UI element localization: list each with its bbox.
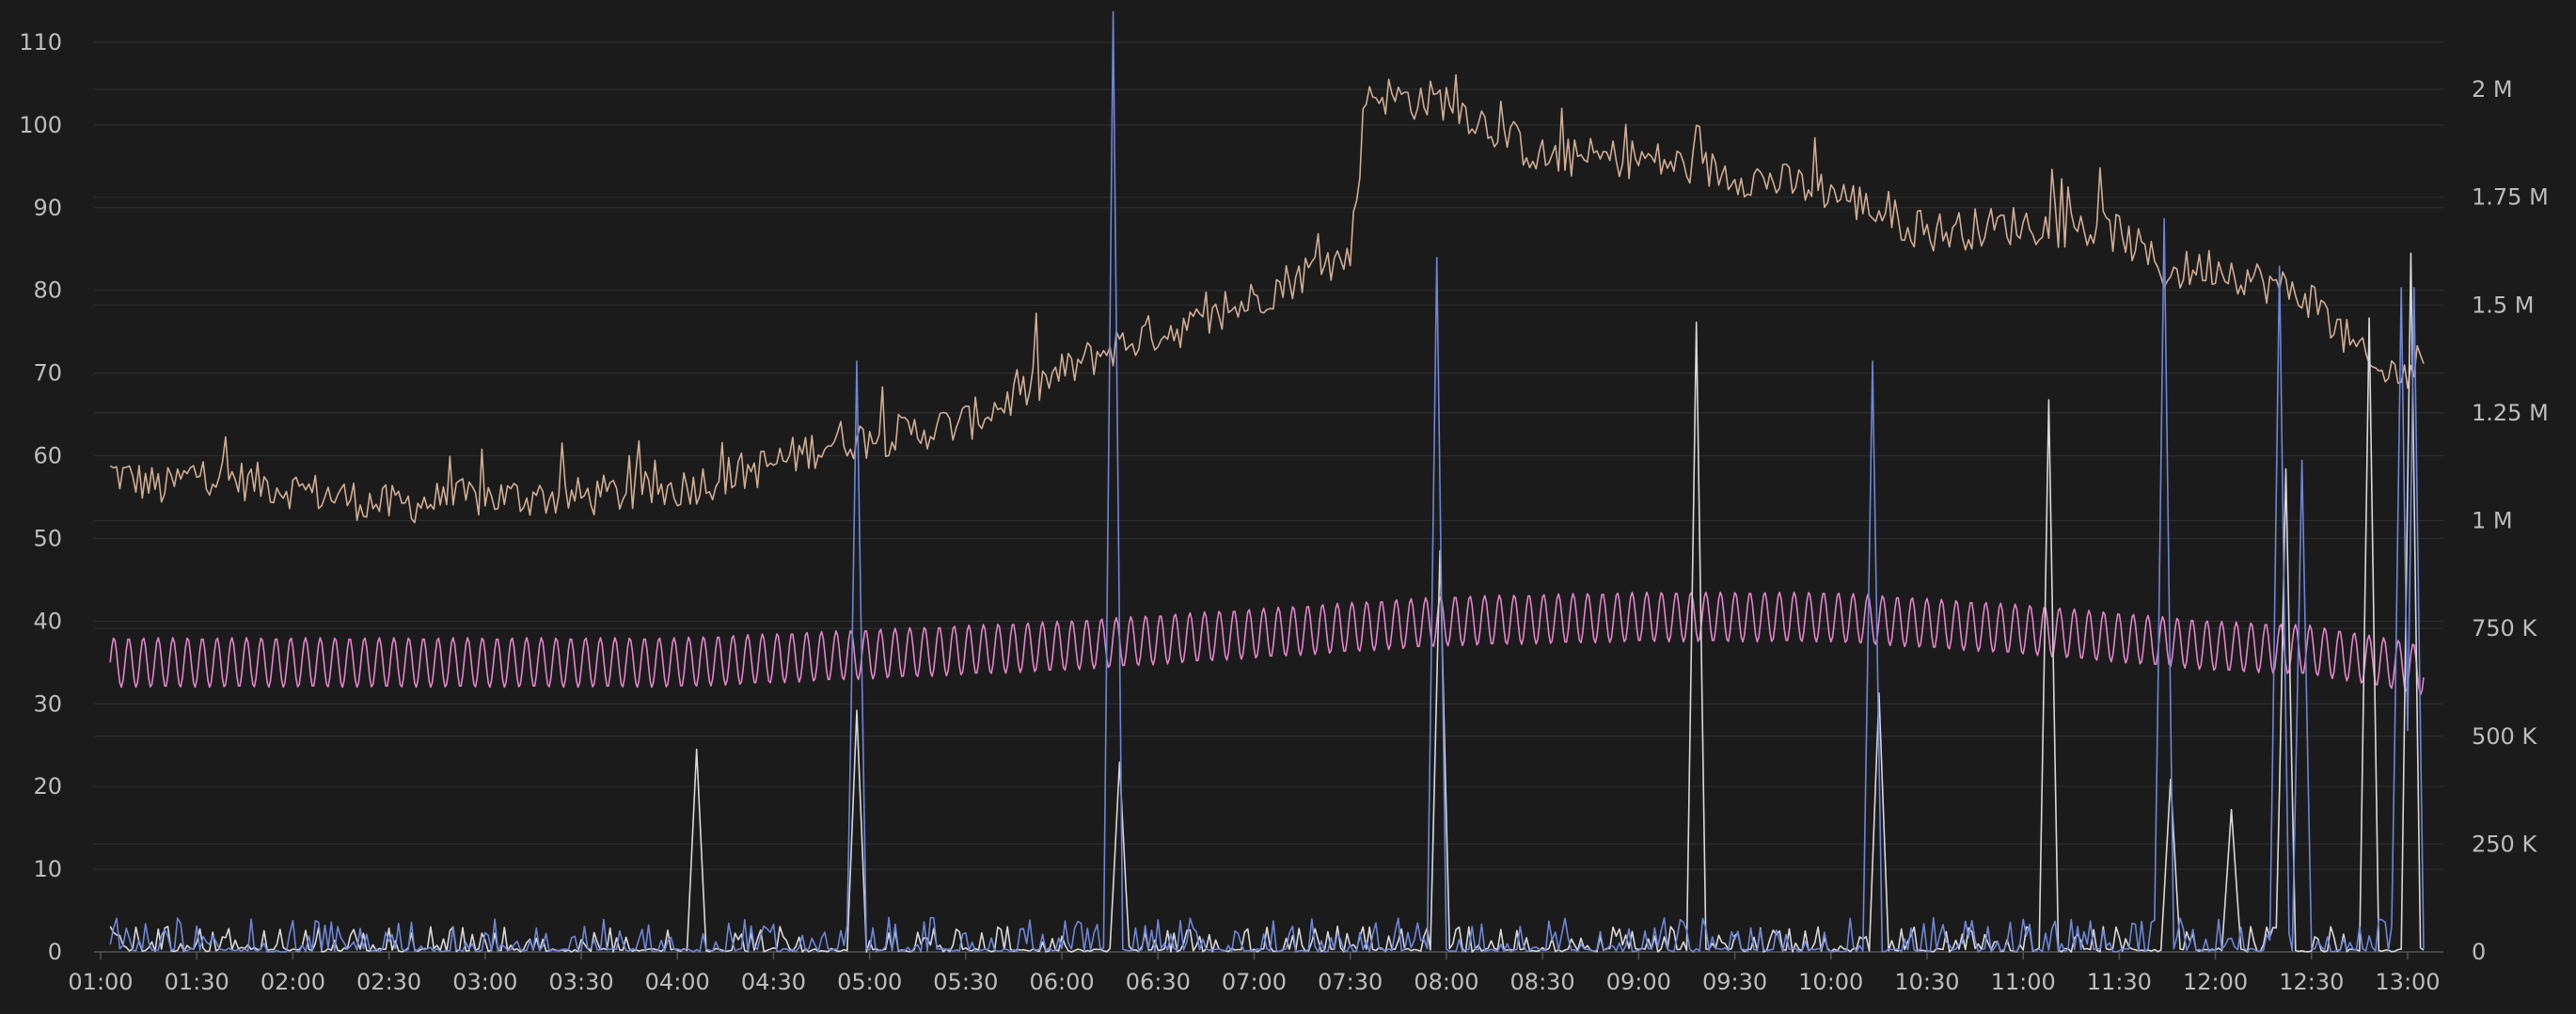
series-line-1 [109, 591, 2425, 696]
x-tick-label: 10:30 [1894, 969, 1959, 995]
x-tick-label: 12:00 [2183, 969, 2248, 995]
x-tick-label: 02:30 [356, 969, 421, 995]
x-tick-label: 03:00 [452, 969, 517, 995]
x-tick-label: 01:30 [165, 969, 229, 995]
x-tick-label: 13:00 [2375, 969, 2440, 995]
x-tick-label: 05:30 [933, 969, 998, 995]
y-left-tick-label: 110 [19, 29, 62, 55]
series-line-2 [109, 252, 2425, 953]
y-left-tick-label: 100 [19, 112, 62, 138]
x-tick-label: 03:30 [548, 969, 613, 995]
y-left-tick-label: 70 [33, 360, 62, 387]
x-tick-label: 12:30 [2279, 969, 2344, 995]
y-left-tick-label: 80 [33, 277, 62, 304]
y-left-tick-label: 50 [33, 525, 62, 551]
x-tick-label: 08:30 [1510, 969, 1575, 995]
grid [94, 41, 2443, 870]
y-right-tick-label: 500 K [2472, 723, 2537, 750]
y-left-tick-label: 60 [33, 443, 62, 469]
y-right-tick-label: 0 [2472, 939, 2486, 965]
y-left-tick-label: 90 [33, 195, 62, 221]
y-right-tick-label: 750 K [2472, 615, 2537, 642]
y-left-tick-label: 30 [33, 690, 62, 717]
y-left-tick-label: 20 [33, 773, 62, 800]
x-tick-label: 06:30 [1126, 969, 1191, 995]
series-line-3 [109, 10, 2425, 953]
x-tick-label: 07:30 [1318, 969, 1383, 995]
y-right-tick-label: 1.5 M [2472, 292, 2535, 318]
x-tick-label: 11:00 [1991, 969, 2056, 995]
x-tick-label: 07:00 [1222, 969, 1287, 995]
x-tick-label: 04:30 [741, 969, 806, 995]
x-tick-label: 09:30 [1702, 969, 1767, 995]
x-tick-label: 01:00 [68, 969, 133, 995]
y-right-tick-label: 1.75 M [2472, 184, 2549, 211]
x-tick-label: 06:00 [1029, 969, 1094, 995]
series-line-0 [109, 73, 2425, 524]
x-tick-label: 02:00 [261, 969, 325, 995]
x-tick-label: 10:00 [1798, 969, 1863, 995]
x-tick-label: 11:30 [2087, 969, 2152, 995]
y-right-tick-label: 1 M [2472, 508, 2513, 534]
x-tick-label: 09:00 [1606, 969, 1671, 995]
x-tick-label: 05:00 [837, 969, 902, 995]
y-left-tick-label: 40 [33, 608, 62, 634]
x-tick-label: 08:00 [1414, 969, 1478, 995]
y-right-tick-label: 2 M [2472, 76, 2513, 103]
series-layer [109, 10, 2425, 953]
y-right-tick-label: 1.25 M [2472, 400, 2549, 426]
x-tick-label: 04:00 [645, 969, 710, 995]
axes: 0 10 20 30 40 50 60 70 80 90 100 110 0 250 K 500 K 750 … [19, 29, 2549, 995]
y-left-tick-label: 10 [33, 856, 62, 882]
y-left-tick-label: 0 [48, 939, 62, 965]
y-right-tick-label: 250 K [2472, 831, 2537, 857]
